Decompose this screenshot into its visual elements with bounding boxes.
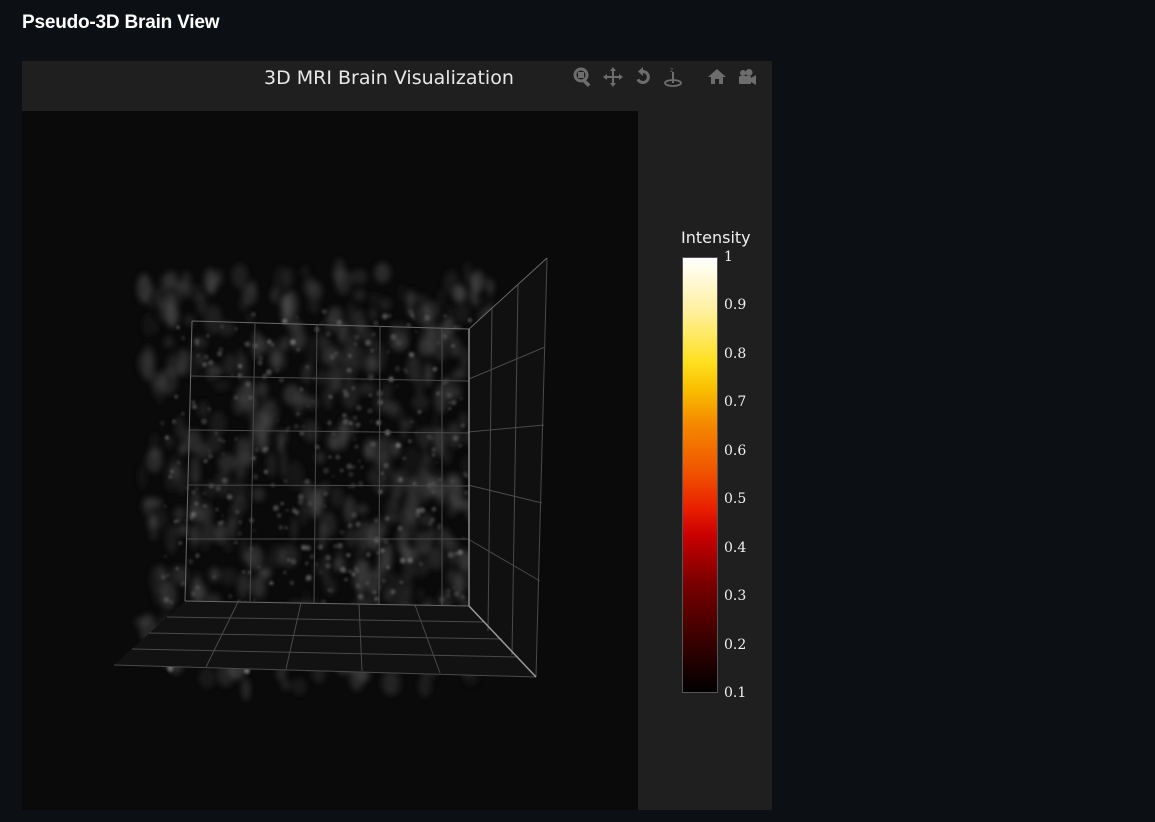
3d-scene-canvas[interactable] [22, 111, 638, 810]
modebar: z [572, 66, 758, 88]
colorbar-title: Intensity [681, 228, 751, 247]
colorbar-gradient [682, 257, 718, 693]
pan-icon [603, 67, 623, 87]
plot-header: 3D MRI Brain Visualization [22, 61, 772, 111]
reset-camera-button[interactable] [706, 66, 728, 88]
colorbar-tick: 0.3 [724, 588, 747, 604]
plot-title: 3D MRI Brain Visualization [264, 67, 514, 89]
colorbar-tick: 0.9 [724, 297, 747, 313]
colorbar-tick: 0.6 [724, 443, 747, 459]
page-heading: Pseudo-3D Brain View [22, 12, 220, 33]
colorbar-tick: 0.8 [724, 346, 747, 362]
colorbar-tick: 1 [724, 249, 733, 265]
plot-panel: 3D MRI Brain Visualization [22, 61, 772, 810]
turntable-rotation-icon: z [664, 67, 682, 87]
turntable-rotation-button[interactable]: z [662, 66, 684, 88]
download-png-button[interactable] [736, 66, 758, 88]
3d-scene[interactable] [22, 111, 638, 810]
orbit-rotation-icon [636, 67, 650, 84]
colorbar-tick: 0.2 [724, 637, 747, 653]
zoom-icon [573, 67, 591, 87]
svg-text:z: z [670, 67, 673, 74]
colorbar: Intensity 1 0.9 0.8 0.7 0.6 0.5 0.4 0.3 … [660, 111, 772, 810]
pan-button[interactable] [602, 66, 624, 88]
home-icon [708, 69, 726, 84]
scene-axes-grid [113, 257, 548, 678]
colorbar-tick: 0.7 [724, 394, 747, 410]
orbit-rotation-button[interactable] [632, 66, 654, 88]
camera-icon [739, 69, 756, 85]
zoom-button[interactable] [572, 66, 594, 88]
colorbar-tick: 0.1 [724, 685, 747, 701]
colorbar-tick: 0.4 [724, 540, 747, 556]
colorbar-tick: 0.5 [724, 491, 747, 507]
